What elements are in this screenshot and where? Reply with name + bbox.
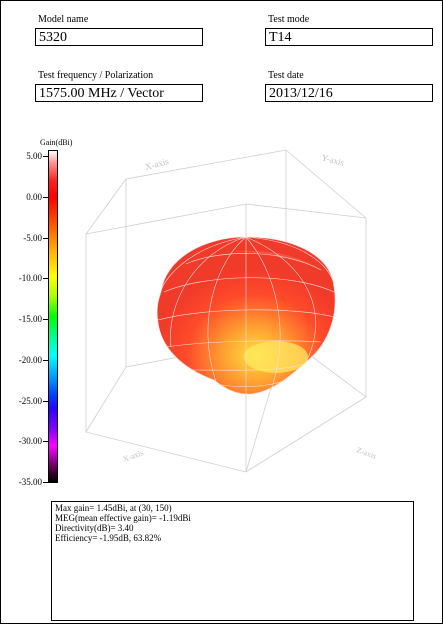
test-frequency-label: Test frequency / Polarization <box>38 70 154 81</box>
model-name-label: Model name <box>38 14 89 25</box>
colorbar-tick-mark <box>43 196 48 198</box>
colorbar-tick-mark <box>43 400 48 402</box>
gain-colorbar <box>48 150 58 483</box>
colorbar-tick-label: -5.00 <box>23 232 42 243</box>
z-axis-label: Z-axis <box>355 445 377 460</box>
test-date-label: Test date <box>268 70 304 81</box>
colorbar-tick-mark <box>43 278 48 280</box>
colorbar-tick-label: -25.00 <box>18 395 42 406</box>
test-date-field: 2013/12/16 <box>265 84 433 102</box>
x-axis-label: X-axis <box>144 156 170 172</box>
colorbar-tick-mark <box>43 156 48 157</box>
test-mode-label: Test mode <box>268 14 310 25</box>
efficiency-text: Efficiency= -1.95dB, 63.82% <box>55 533 162 543</box>
colorbar-tick-label: -30.00 <box>18 436 42 447</box>
max-gain-text: Max gain= 1.45dBi, at (30, 150) <box>55 503 172 513</box>
axes-cube <box>85 149 367 473</box>
colorbar-tick-label: 5.00 <box>26 151 42 161</box>
colorbar-tick-mark <box>43 441 48 443</box>
colorbar-tick-mark <box>43 237 48 239</box>
test-mode-field: T14 <box>265 28 433 46</box>
directivity-text: Directivity(dB)= 3.40 <box>55 523 134 533</box>
colorbar-tick-label: -15.00 <box>18 314 42 324</box>
colorbar-title: Gain(dBi) <box>40 138 73 147</box>
colorbar-tick-mark <box>43 359 48 361</box>
meg-text: MEG(mean effective gain)= -1.19dBi <box>55 513 191 523</box>
colorbar-tick-mark <box>43 482 48 483</box>
colorbar-tick-mark <box>43 319 48 320</box>
model-name-field: 5320 <box>35 28 203 46</box>
x-axis-bottom-label: X-axis <box>122 448 145 464</box>
y-axis-label: Y-axis <box>320 152 345 168</box>
radiation-lobe <box>156 236 336 395</box>
colorbar-tick-label: 0.00 <box>26 191 42 202</box>
colorbar-tick-label: -20.00 <box>18 354 42 365</box>
colorbar-tick-label: -10.00 <box>18 273 42 284</box>
test-frequency-field: 1575.00 MHz / Vector <box>35 84 203 102</box>
colorbar-tick-label: -35.00 <box>18 477 42 487</box>
radiation-pattern-3d[interactable]: X-axis Y-axis X-axis Z-axis <box>66 142 428 487</box>
results-summary: Max gain= 1.45dBi, at (30, 150) MEG(mean… <box>51 501 414 621</box>
